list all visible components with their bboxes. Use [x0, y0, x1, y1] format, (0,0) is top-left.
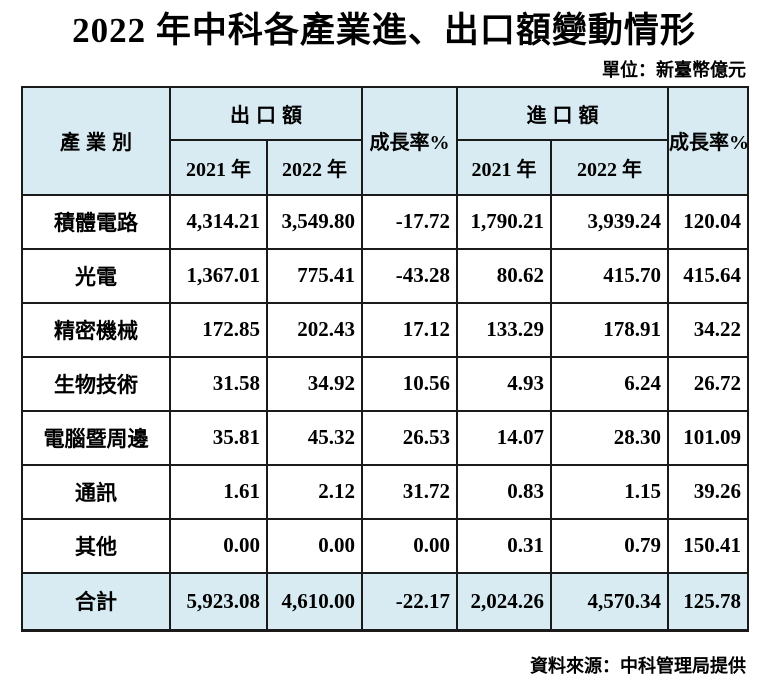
- import-2022-cell: 1.15: [550, 463, 669, 520]
- export-growth-cell: -22.17: [361, 571, 458, 632]
- export-2022-cell: 4,610.00: [266, 571, 363, 632]
- table-row: 通訊 1.61 2.12 31.72 0.83 1.15 39.26: [21, 463, 749, 520]
- header-row-years: 2021 年 2022 年 2021 年 2022 年: [22, 138, 748, 196]
- industry-cell: 積體電路: [21, 193, 171, 250]
- import-2021-cell: 0.31: [456, 517, 552, 574]
- table-row: 其他 0.00 0.00 0.00 0.31 0.79 150.41: [21, 517, 749, 574]
- import-growth-cell: 26.72: [667, 355, 749, 412]
- table-row: 光電 1,367.01 775.41 -43.28 80.62 415.70 4…: [21, 247, 749, 304]
- unit-note: 單位：新臺幣億元: [602, 59, 746, 80]
- source-note: 資料來源：中科管理局提供: [530, 656, 746, 676]
- export-2021-cell: 0.00: [169, 517, 268, 574]
- import-2022-cell: 415.70: [550, 247, 669, 304]
- industry-cell: 電腦暨周邊: [21, 409, 171, 466]
- import-growth-cell: 34.22: [667, 301, 749, 358]
- import-2021-cell: 133.29: [456, 301, 552, 358]
- industry-cell: 合計: [21, 571, 171, 632]
- table-row: 電腦暨周邊 35.81 45.32 26.53 14.07 28.30 101.…: [21, 409, 749, 466]
- import-year-2022-header: 2022 年: [550, 138, 669, 196]
- import-2022-cell: 4,570.34: [550, 571, 669, 632]
- export-growth-cell: 31.72: [361, 463, 458, 520]
- industry-header-cell: 產業別: [21, 85, 171, 196]
- export-year-2022-header: 2022 年: [266, 138, 363, 196]
- export-growth-cell: 26.53: [361, 409, 458, 466]
- export-2021-cell: 31.58: [169, 355, 268, 412]
- export-growth-cell: 17.12: [361, 301, 458, 358]
- total-row: 合計 5,923.08 4,610.00 -22.17 2,024.26 4,5…: [21, 571, 749, 632]
- industry-cell: 光電: [21, 247, 171, 304]
- export-2021-cell: 35.81: [169, 409, 268, 466]
- import-growth-cell: 125.78: [667, 571, 749, 632]
- import-2021-cell: 4.93: [456, 355, 552, 412]
- import-year-2021-header: 2021 年: [456, 138, 552, 196]
- import-2022-cell: 178.91: [550, 301, 669, 358]
- import-growth-cell: 120.04: [667, 193, 749, 250]
- export-2021-cell: 5,923.08: [169, 571, 268, 632]
- export-group-header: 出口額: [169, 85, 363, 141]
- export-2022-cell: 775.41: [266, 247, 363, 304]
- export-2022-cell: 45.32: [266, 409, 363, 466]
- import-growth-cell: 150.41: [667, 517, 749, 574]
- import-group-header: 進口額: [456, 85, 669, 141]
- export-growth-cell: -17.72: [361, 193, 458, 250]
- import-2022-cell: 6.24: [550, 355, 669, 412]
- header-row-groups: 產業別 出口額 成長率% 進口額 成長率%: [21, 85, 749, 196]
- industry-cell: 生物技術: [21, 355, 171, 412]
- export-2022-cell: 202.43: [266, 301, 363, 358]
- export-2022-cell: 3,549.80: [266, 193, 363, 250]
- import-growth-cell: 415.64: [667, 247, 749, 304]
- data-table: 產業別 出口額 成長率% 進口額 成長率% 2021 年 2022 年 2021…: [21, 85, 749, 632]
- table-row: 精密機械 172.85 202.43 17.12 133.29 178.91 3…: [21, 301, 749, 358]
- export-year-2021-header: 2021 年: [169, 138, 268, 196]
- import-2022-cell: 0.79: [550, 517, 669, 574]
- export-growth-header-cell: 成長率%: [361, 85, 458, 196]
- export-2022-cell: 2.12: [266, 463, 363, 520]
- import-2021-cell: 2,024.26: [456, 571, 552, 632]
- export-growth-cell: 0.00: [361, 517, 458, 574]
- import-growth-header-cell: 成長率%: [667, 85, 749, 196]
- page: 2022 年中科各產業進、出口額變動情形 單位：新臺幣億元 產業別 出口額 成長…: [0, 8, 768, 698]
- export-2022-cell: 34.92: [266, 355, 363, 412]
- industry-cell: 精密機械: [21, 301, 171, 358]
- industry-cell: 通訊: [21, 463, 171, 520]
- export-growth-cell: -43.28: [361, 247, 458, 304]
- export-growth-cell: 10.56: [361, 355, 458, 412]
- export-2021-cell: 1,367.01: [169, 247, 268, 304]
- export-2021-cell: 1.61: [169, 463, 268, 520]
- import-growth-cell: 39.26: [667, 463, 749, 520]
- table-row: 生物技術 31.58 34.92 10.56 4.93 6.24 26.72: [21, 355, 749, 412]
- page-title: 2022 年中科各產業進、出口額變動情形: [72, 11, 696, 50]
- import-growth-cell: 101.09: [667, 409, 749, 466]
- import-2021-cell: 80.62: [456, 247, 552, 304]
- import-2022-cell: 3,939.24: [550, 193, 669, 250]
- import-2021-cell: 14.07: [456, 409, 552, 466]
- import-2022-cell: 28.30: [550, 409, 669, 466]
- table-row: 積體電路 4,314.21 3,549.80 -17.72 1,790.21 3…: [21, 193, 749, 250]
- import-2021-cell: 0.83: [456, 463, 552, 520]
- industry-cell: 其他: [21, 517, 171, 574]
- export-2022-cell: 0.00: [266, 517, 363, 574]
- export-2021-cell: 4,314.21: [169, 193, 268, 250]
- import-2021-cell: 1,790.21: [456, 193, 552, 250]
- export-2021-cell: 172.85: [169, 301, 268, 358]
